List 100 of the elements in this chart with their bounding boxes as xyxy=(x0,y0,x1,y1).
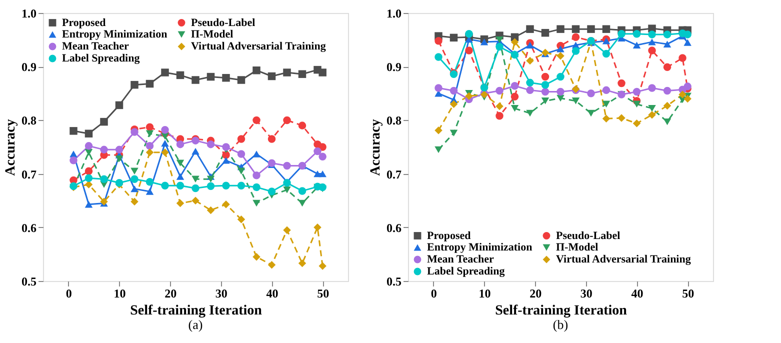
point xyxy=(283,116,291,124)
point xyxy=(115,146,124,154)
point xyxy=(434,53,442,61)
y-axis-title: Accuracy xyxy=(4,119,18,176)
point xyxy=(678,90,686,98)
y-tick-label: 0.6 xyxy=(22,220,36,235)
point xyxy=(70,150,78,158)
text: (a) xyxy=(188,317,203,332)
point xyxy=(100,146,108,154)
x-tick-label: 10 xyxy=(478,286,491,300)
x-tick-label: 0 xyxy=(430,286,437,300)
point xyxy=(526,86,534,94)
point xyxy=(192,148,200,155)
point xyxy=(206,176,215,183)
point xyxy=(572,98,580,104)
point xyxy=(510,105,519,112)
point xyxy=(84,180,93,188)
point xyxy=(176,71,184,80)
legend-label: Virtual Adversarial Training xyxy=(556,254,692,266)
point xyxy=(648,30,656,38)
point xyxy=(176,173,184,180)
point xyxy=(222,151,230,159)
point xyxy=(206,182,215,190)
point xyxy=(176,160,184,166)
point xyxy=(572,25,580,33)
point xyxy=(663,118,672,126)
point xyxy=(130,168,138,174)
point xyxy=(130,175,138,184)
point xyxy=(318,152,326,161)
point xyxy=(510,82,519,90)
point xyxy=(206,140,215,148)
point xyxy=(602,38,610,44)
y-tick-label: 0.9 xyxy=(22,60,36,74)
point xyxy=(206,72,215,81)
y-tick-label: 0.6 xyxy=(386,220,402,235)
point xyxy=(318,68,326,76)
point xyxy=(146,123,154,132)
point xyxy=(602,114,610,122)
point xyxy=(222,157,230,164)
point xyxy=(318,143,326,151)
y-tick-label: 0.7 xyxy=(386,167,402,182)
point xyxy=(268,72,276,80)
point xyxy=(496,42,504,51)
point xyxy=(161,140,169,147)
legend-label: Proposed xyxy=(62,16,106,29)
x-tick-label: 20 xyxy=(530,286,542,300)
point xyxy=(115,101,124,110)
point xyxy=(602,25,610,33)
text: (b) xyxy=(552,317,568,332)
point xyxy=(618,114,626,122)
point xyxy=(602,86,610,94)
y-tick-label: 0.5 xyxy=(22,274,36,288)
point xyxy=(268,188,276,196)
x-tick-label: 40 xyxy=(631,286,644,300)
point xyxy=(130,185,138,192)
point xyxy=(318,262,326,270)
x-tick-label: 30 xyxy=(215,286,228,300)
point xyxy=(222,74,230,82)
point xyxy=(268,135,276,143)
point xyxy=(526,56,534,65)
point xyxy=(283,162,291,170)
point xyxy=(541,80,550,89)
point xyxy=(84,142,93,150)
point xyxy=(314,147,322,156)
point xyxy=(526,42,534,49)
point xyxy=(632,30,641,38)
point xyxy=(84,167,93,175)
point xyxy=(618,79,626,88)
point xyxy=(465,46,473,54)
point xyxy=(556,94,564,102)
point xyxy=(161,148,169,156)
point xyxy=(465,92,473,100)
point xyxy=(84,174,93,182)
x-axis-title: Self-training Iteration xyxy=(495,304,628,318)
point xyxy=(663,102,672,110)
point xyxy=(602,100,610,108)
point xyxy=(450,34,458,42)
point xyxy=(161,68,169,76)
point xyxy=(684,30,692,38)
y-tick-label: 1.0 xyxy=(386,6,402,20)
point xyxy=(632,88,641,96)
y-tick-label: 1.0 xyxy=(22,6,36,20)
point xyxy=(237,168,246,174)
point xyxy=(434,37,442,45)
legend-label: Pseudo-Label xyxy=(556,230,620,242)
point xyxy=(663,86,672,95)
point xyxy=(434,84,442,92)
point xyxy=(252,172,260,180)
point xyxy=(100,118,108,126)
x-tick-label: 0 xyxy=(66,286,72,300)
point xyxy=(283,186,291,194)
point xyxy=(510,38,519,46)
point xyxy=(556,88,564,96)
legend-label: Mean Teacher xyxy=(427,254,494,266)
legend-label: Entropy Minimization xyxy=(427,242,532,254)
point xyxy=(192,76,200,84)
point xyxy=(450,86,458,95)
point xyxy=(587,25,595,33)
point xyxy=(146,130,154,137)
point xyxy=(541,98,550,104)
